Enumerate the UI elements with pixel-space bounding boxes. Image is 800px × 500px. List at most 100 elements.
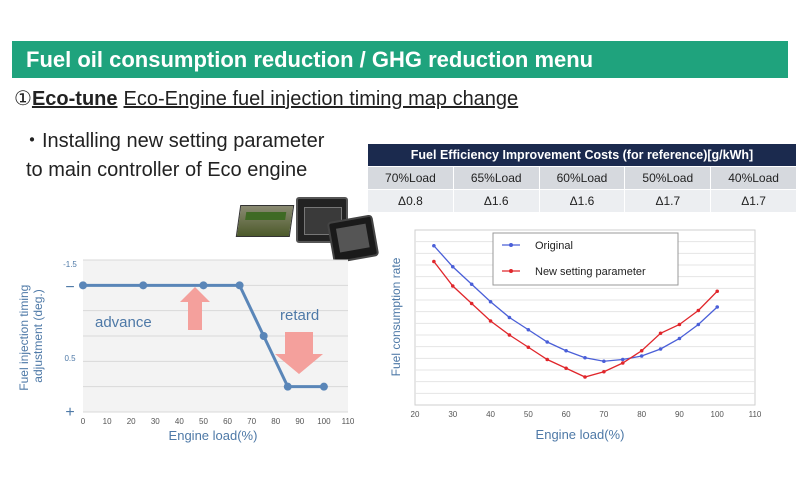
svg-text:Fuel injection timing adju: Fuel injection timing adjustment (deg.): [17, 281, 45, 390]
chart1-xtick-label: 20: [127, 417, 136, 426]
chart2-legend: [492, 232, 679, 286]
subtitle-number: ①: [14, 88, 32, 110]
original-data-point: [526, 327, 531, 332]
original-data-point: [677, 336, 682, 341]
chart2-xtick-label: 30: [448, 410, 457, 419]
advance-label: advance: [95, 314, 152, 331]
legend-original-label: Original: [535, 240, 573, 252]
chart1-xtick-label: 50: [199, 417, 208, 426]
original-data-point: [469, 282, 474, 287]
fuel-consumption-chart: 20 30 40 50 60 70 80 90 100 110 Original New sett…: [389, 229, 762, 442]
new-setting-data-point: [545, 357, 550, 362]
cost-table-value: Δ1.6: [538, 189, 626, 213]
original-data-point: [450, 264, 455, 269]
new-setting-data-point: [639, 348, 644, 353]
cost-table-load: 70%Load: [367, 166, 454, 190]
original-data-point: [564, 348, 568, 353]
original-data-point: [488, 299, 493, 304]
chart2-ylabel: Fuel consumption rate: [389, 257, 403, 376]
cost-table-value: Δ0.8: [367, 189, 454, 213]
bullet-line-2: to main controller of Eco engine: [26, 159, 308, 181]
chart1-xtick-label: 80: [271, 417, 280, 426]
chart2-xtick-label: 50: [524, 410, 533, 419]
legend-new-label: New setting parameter: [535, 266, 646, 278]
original-data-point: [696, 322, 701, 327]
injection-timing-chart: 0 10 20 30 40 50 60 70 80 90 100 110 -1.5 − 0.5 + adva…: [17, 259, 355, 443]
chart2-xtick-label: 100: [711, 410, 725, 419]
chart1-data-point: [79, 281, 87, 290]
subtitle-name: Eco-tune: [31, 88, 118, 110]
chart1-data-point: [199, 281, 208, 290]
original-series-line: [433, 245, 718, 362]
advance-arrow-icon: [180, 287, 210, 330]
new-setting-data-point: [602, 369, 606, 374]
chart2-xtick-label: 70: [599, 410, 608, 419]
bullet-text: ・Installing new setting parameter to mai…: [22, 127, 324, 185]
chart1-data-point: [235, 281, 244, 290]
original-data-point: [602, 359, 606, 364]
chart1-ylabel-line2: adjustment (deg.): [31, 289, 45, 382]
chart2-xtick-label: 20: [411, 410, 420, 419]
new-setting-data-point: [432, 259, 436, 264]
retard-arrow-icon: [275, 332, 323, 374]
cost-table: Fuel Efficiency Improvement Costs (for r…: [367, 143, 797, 213]
cost-table-load: 60%Load: [538, 166, 626, 190]
retard-label: retard: [280, 307, 319, 324]
chart1-xtick-label: 10: [103, 417, 112, 426]
chart2-xtick-label: 110: [749, 410, 762, 419]
chart1-xtick-label: 30: [151, 417, 160, 426]
new-setting-series-line: [433, 261, 718, 378]
chart1-ytick-label: +: [65, 404, 74, 421]
chart1-ylabel-line1: Fuel injection timing: [17, 285, 31, 391]
new-setting-data-point: [564, 366, 568, 371]
cost-table-load: 50%Load: [624, 166, 712, 190]
cost-table-load: 65%Load: [452, 166, 540, 190]
chart2-xtick-label: 40: [486, 410, 495, 419]
chart1-xtick-label: 110: [342, 417, 355, 426]
page-title: Fuel oil consumption reduction / GHG red…: [12, 41, 788, 78]
chart2-xtick-label: 80: [637, 410, 646, 419]
bullet-line-1: ・Installing new setting parameter: [22, 130, 325, 152]
original-data-point: [583, 355, 587, 360]
chart2-xlabel: Engine load(%): [536, 427, 625, 442]
original-data-point: [620, 357, 625, 362]
chart1-ytick-label: −: [65, 279, 74, 296]
chart1-data-point: [259, 332, 268, 340]
original-data-point: [507, 315, 512, 320]
chart1-data-point: [319, 382, 328, 391]
original-data-point: [639, 354, 644, 358]
cost-table-load: 40%Load: [710, 166, 797, 190]
controller-board-image: [235, 205, 295, 237]
chart1-ytick-label: 0.5: [64, 354, 76, 363]
new-setting-data-point: [677, 322, 682, 327]
chart1-xtick-label: 40: [175, 417, 184, 426]
legend-new-marker: [509, 269, 513, 273]
chart1-xtick-label: 100: [317, 417, 331, 426]
chart2-xtick-label: 90: [675, 410, 684, 419]
new-setting-data-point: [658, 331, 663, 336]
chart1-xlabel: Engine load(%): [169, 428, 258, 443]
new-setting-data-point: [715, 289, 720, 294]
cost-table-title: Fuel Efficiency Improvement Costs (for r…: [367, 143, 797, 167]
original-data-point: [715, 305, 720, 309]
new-setting-data-point: [488, 319, 493, 323]
chart1-data-point: [283, 382, 292, 391]
cost-table-value: Δ1.7: [710, 189, 797, 213]
chart1-xtick-label: 90: [295, 417, 304, 426]
cost-table-value: Δ1.7: [624, 189, 712, 213]
cost-table-value: Δ1.6: [452, 189, 540, 213]
original-data-point: [658, 347, 663, 351]
subtitle: ①Eco-tune Eco-Engine fuel injection timin…: [14, 86, 518, 111]
new-setting-data-point: [583, 375, 587, 379]
chart1-xtick-label: 70: [247, 417, 256, 426]
chart2-xtick-label: 60: [562, 410, 571, 419]
legend-original-marker: [509, 243, 513, 247]
chart1-xtick-label: 0: [81, 417, 86, 426]
new-setting-data-point: [507, 333, 512, 337]
subtitle-description: Eco-Engine fuel injection timing map cha…: [123, 88, 519, 110]
new-setting-data-point: [620, 361, 625, 365]
original-data-point: [545, 340, 550, 344]
chart1-xtick-label: 60: [223, 417, 232, 426]
new-setting-data-point: [526, 345, 531, 350]
chart1-ytick-label: -1.5: [63, 260, 77, 269]
